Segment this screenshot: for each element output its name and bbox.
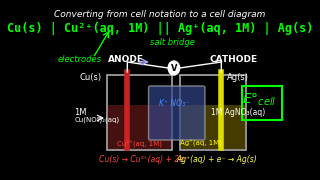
Text: V: V <box>171 64 177 73</box>
Text: CATHODE: CATHODE <box>210 55 258 64</box>
Text: $E°_{cell}$: $E°_{cell}$ <box>243 92 277 108</box>
Bar <box>108 105 172 149</box>
FancyBboxPatch shape <box>148 86 205 140</box>
Text: Converting from cell notation to a cell diagram: Converting from cell notation to a cell … <box>54 10 266 19</box>
Bar <box>180 75 246 150</box>
Text: ANODE: ANODE <box>108 55 144 64</box>
Text: Cu(NO₃)₂(aq): Cu(NO₃)₂(aq) <box>74 117 119 123</box>
Bar <box>107 75 172 150</box>
Text: K⁺ NO₃⁻: K⁺ NO₃⁻ <box>159 98 189 107</box>
Text: Cu(s) → Cu²⁺(aq) + 2e⁻: Cu(s) → Cu²⁺(aq) + 2e⁻ <box>99 156 188 165</box>
Text: Ag(s): Ag(s) <box>227 73 249 82</box>
Text: Ag⁺(aq, 1M): Ag⁺(aq, 1M) <box>180 139 222 147</box>
Bar <box>181 105 245 149</box>
Text: 1M: 1M <box>74 107 87 116</box>
Text: salt bridge: salt bridge <box>150 38 195 47</box>
Text: electrodes: electrodes <box>58 55 102 64</box>
Text: Ag⁺(aq) + e⁻ → Ag(s): Ag⁺(aq) + e⁻ → Ag(s) <box>177 156 258 165</box>
Text: Cu(s) | Cu²⁺(aq, 1M) || Ag⁺(aq, 1M) | Ag(s): Cu(s) | Cu²⁺(aq, 1M) || Ag⁺(aq, 1M) | Ag… <box>7 22 313 35</box>
Circle shape <box>168 61 180 75</box>
Text: Cu²⁺(aq, 1M): Cu²⁺(aq, 1M) <box>117 139 162 147</box>
Text: 1M AgNO₃(aq): 1M AgNO₃(aq) <box>211 107 265 116</box>
Text: Cu(s): Cu(s) <box>79 73 101 82</box>
